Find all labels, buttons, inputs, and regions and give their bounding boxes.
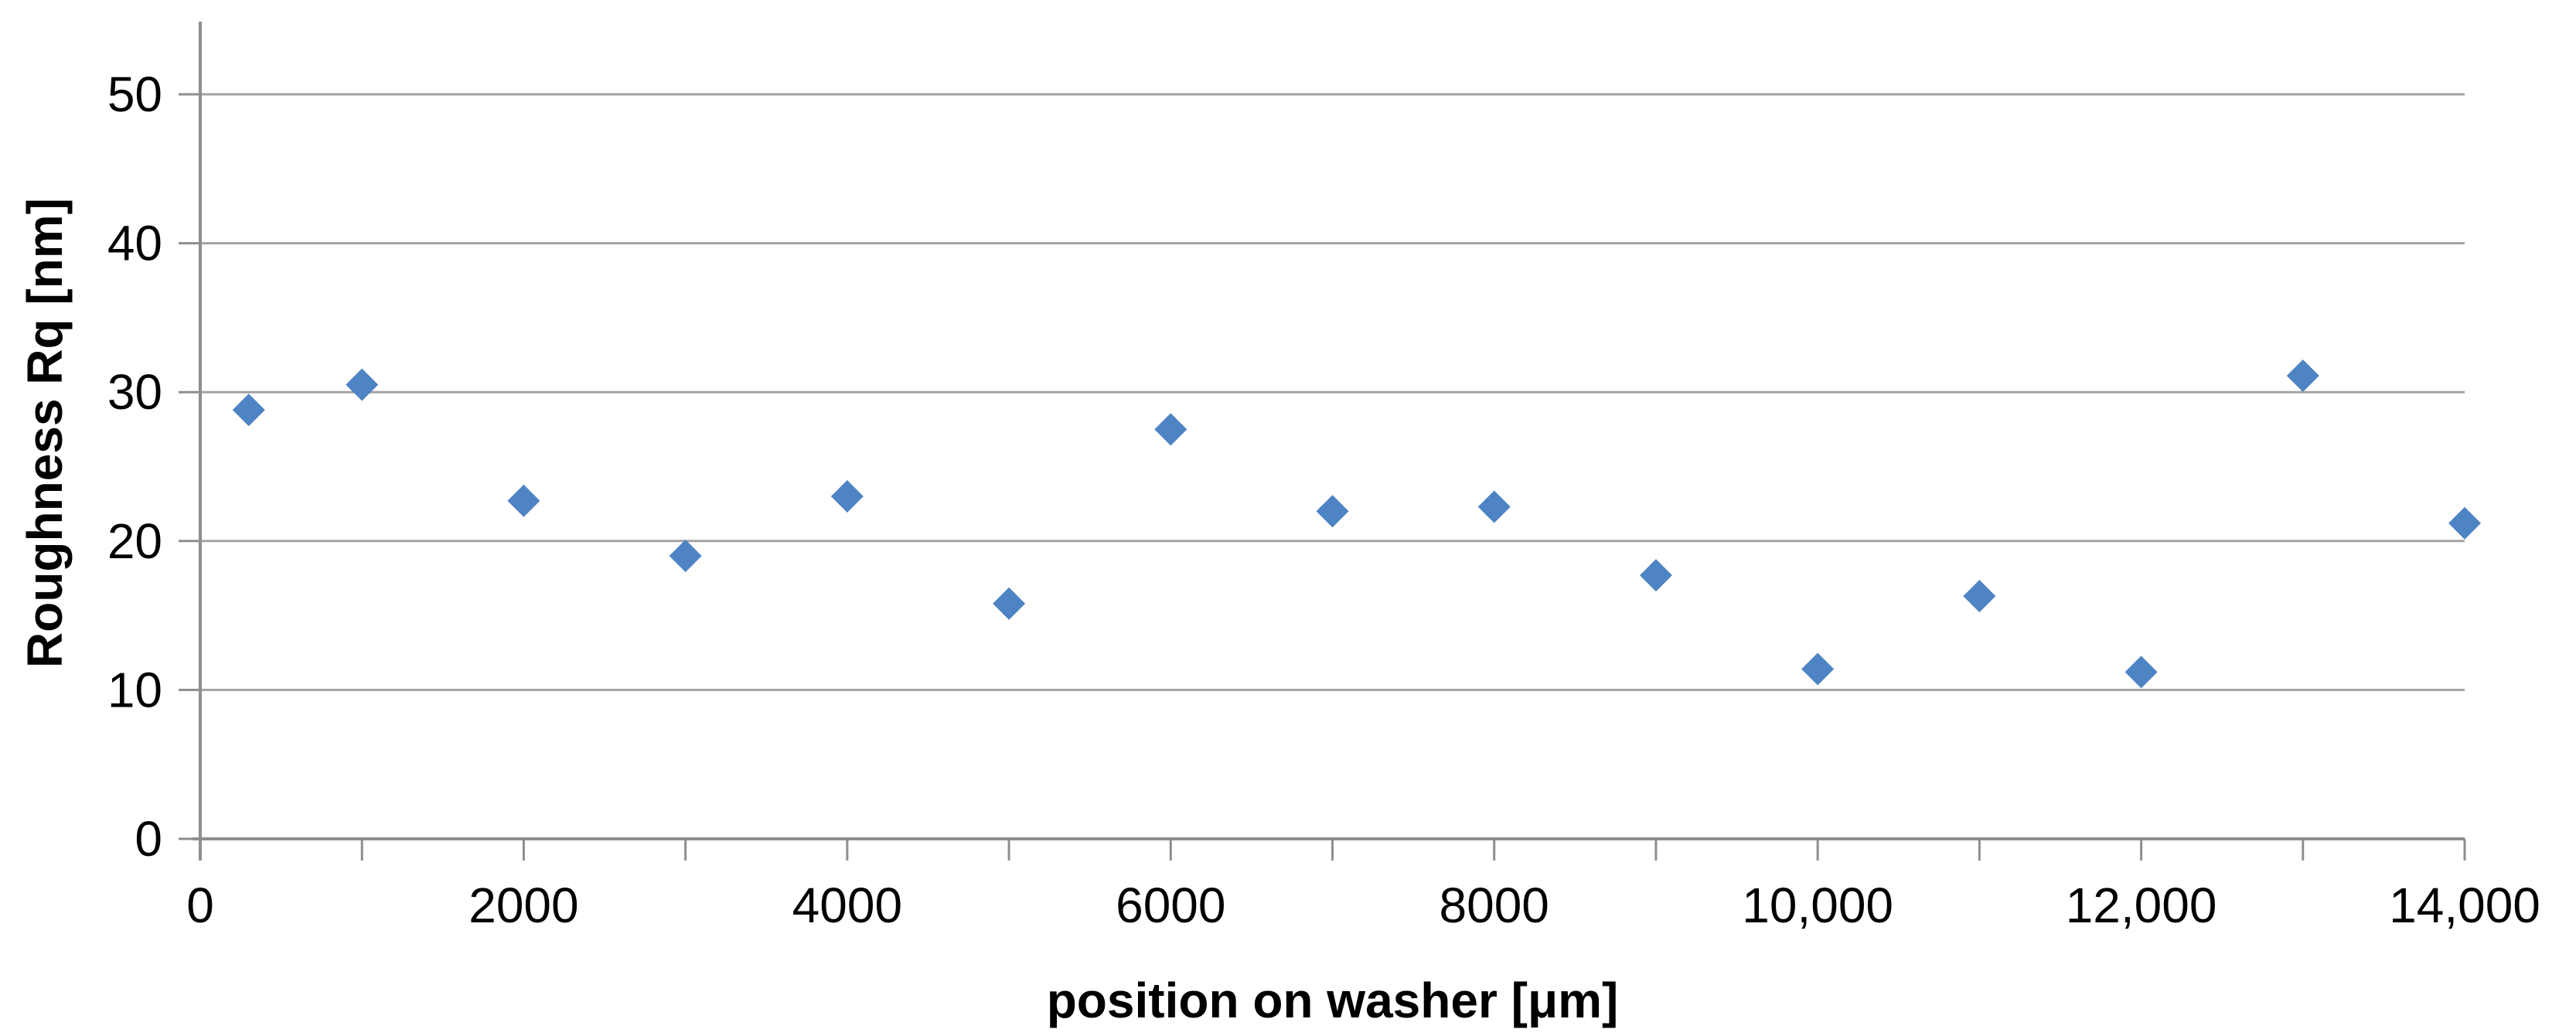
x-tick-label: 0: [186, 878, 214, 933]
data-point-marker: [2448, 506, 2481, 540]
x-tick-label: 6000: [1116, 878, 1225, 933]
data-point-marker: [1639, 559, 1672, 592]
y-tick-label: 20: [107, 513, 162, 569]
data-point-marker: [1963, 580, 1996, 613]
x-tick-label: 12,000: [2066, 878, 2217, 933]
data-point-marker: [346, 368, 379, 401]
y-tick-label: 50: [107, 66, 162, 122]
x-axis-title: position on washer [μm]: [1046, 973, 1619, 1028]
x-tick-label: 14,000: [2389, 878, 2540, 933]
data-point-marker: [232, 394, 265, 427]
y-axis-title: Roughness Rq [nm]: [17, 198, 73, 668]
data-point-marker: [993, 587, 1026, 620]
data-point-marker: [669, 540, 702, 573]
data-point-marker: [1801, 653, 1835, 686]
y-tick-label: 30: [107, 364, 162, 420]
y-tick-label: 0: [135, 811, 162, 867]
y-tick-label: 40: [107, 216, 162, 271]
y-tick-label: 10: [107, 662, 162, 717]
data-point-marker: [507, 484, 540, 517]
x-tick-label: 4000: [792, 878, 902, 933]
data-point-marker: [830, 480, 864, 513]
data-point-marker: [2125, 656, 2158, 689]
data-point-marker: [1154, 413, 1187, 446]
data-point-marker: [2286, 360, 2319, 393]
data-point-marker: [1477, 490, 1511, 523]
x-tick-label: 10,000: [1742, 878, 1893, 933]
data-point-marker: [1316, 495, 1349, 528]
x-tick-label: 8000: [1440, 878, 1549, 933]
x-tick-label: 2000: [469, 878, 578, 933]
